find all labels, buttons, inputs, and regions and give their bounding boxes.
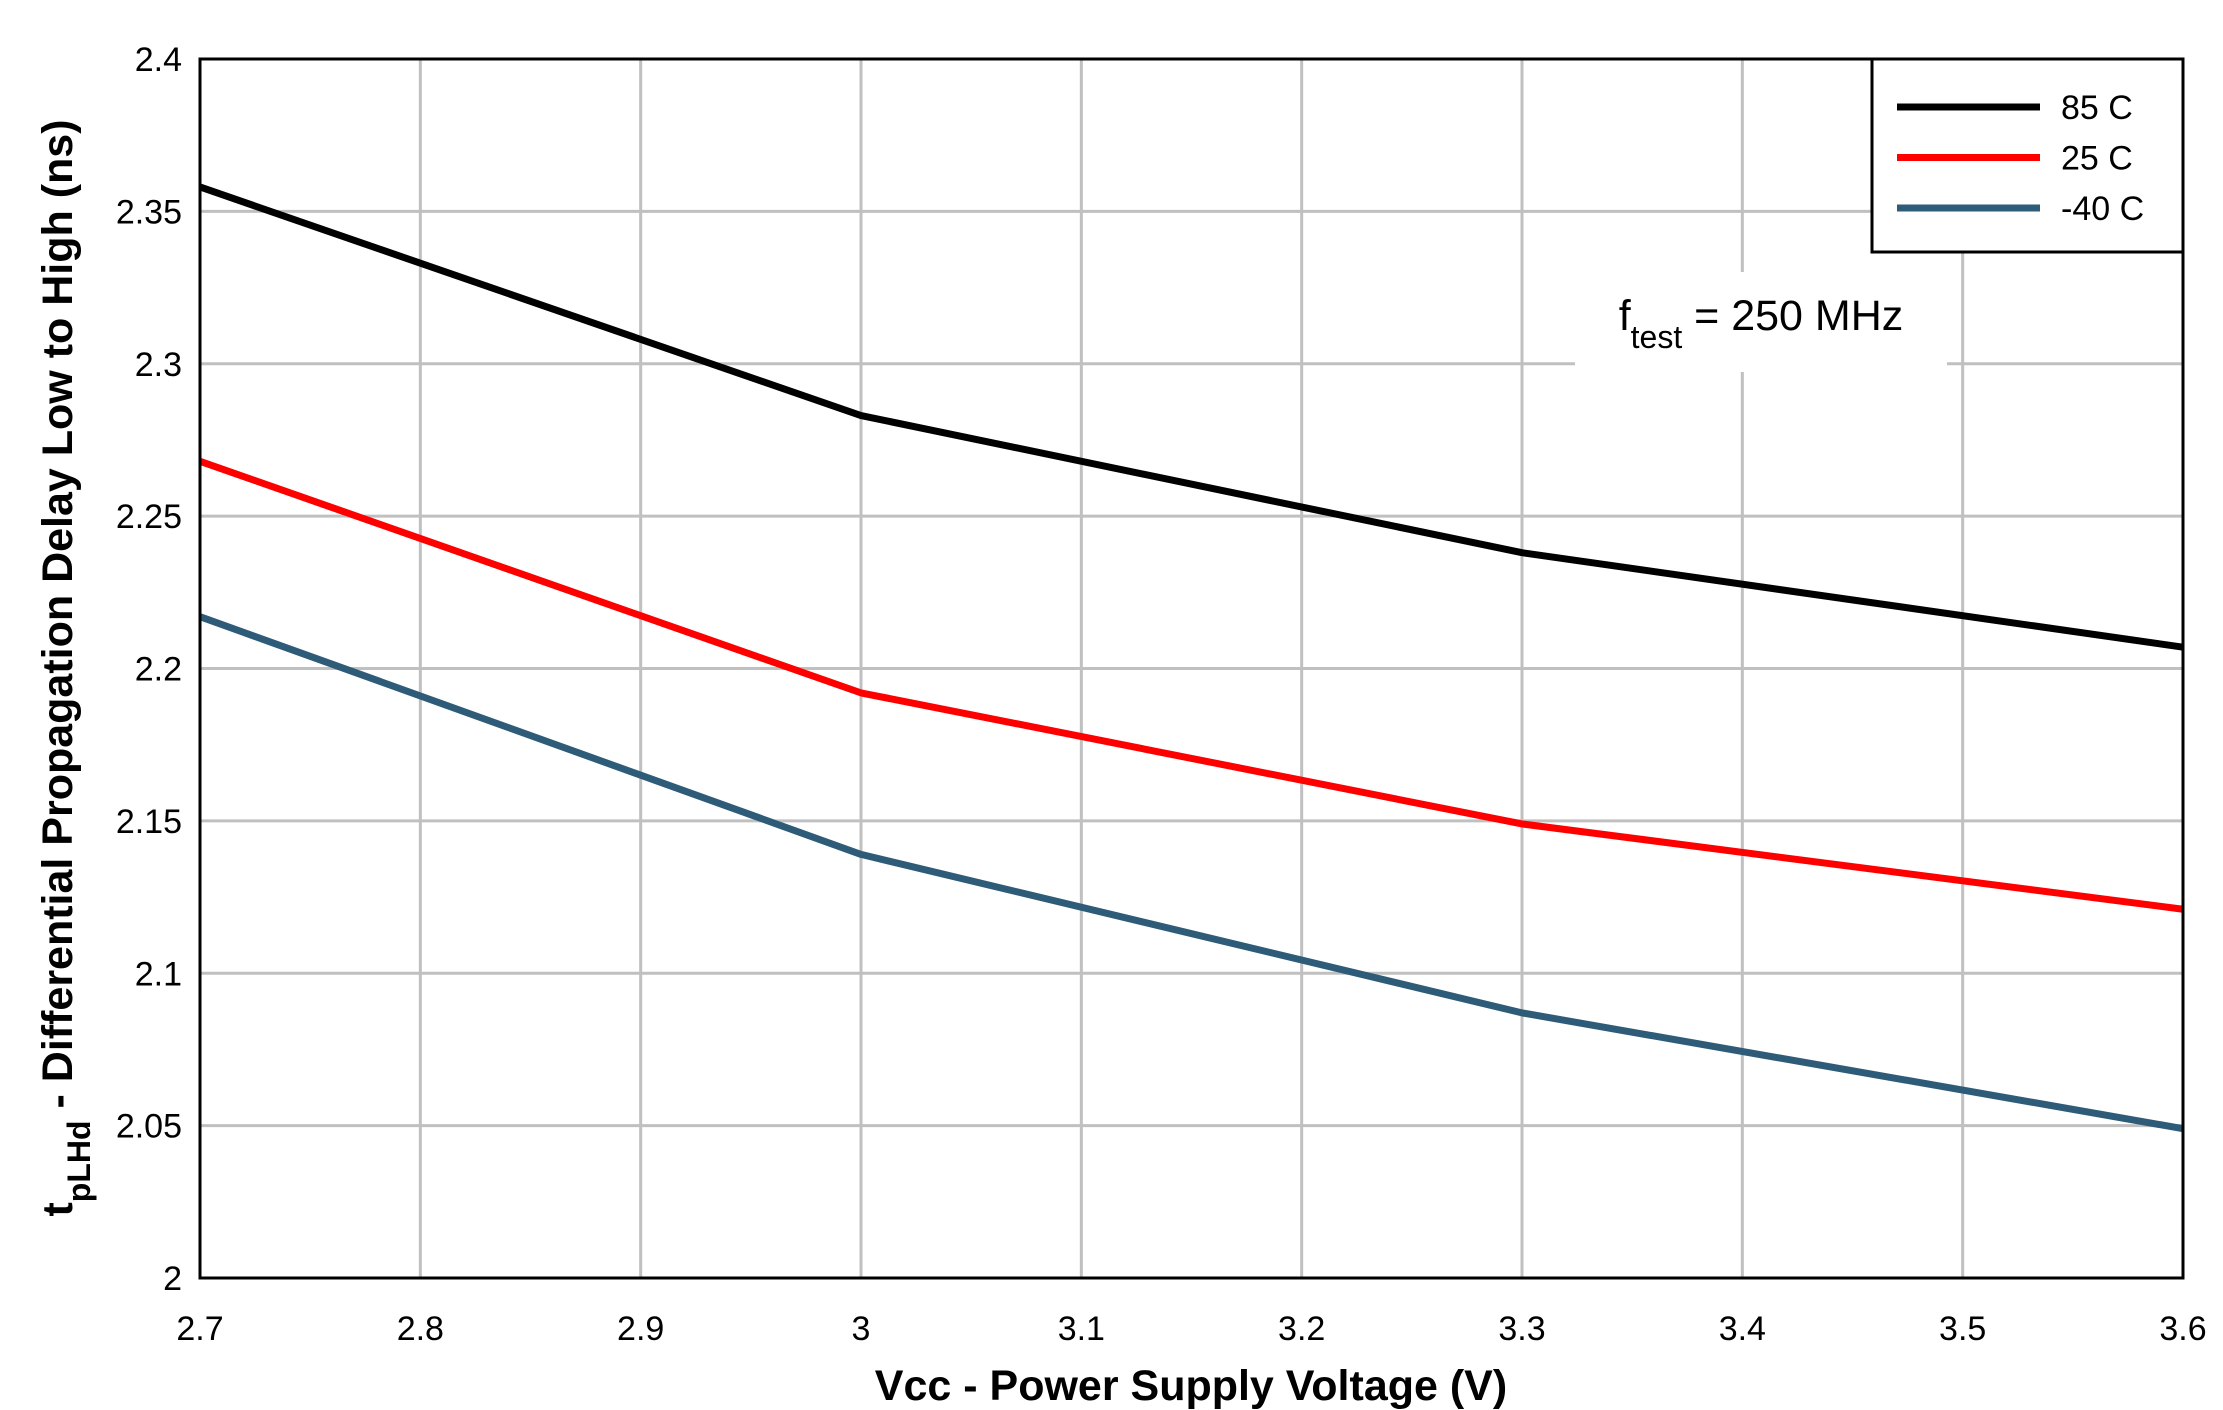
annotation: ftest = 250 MHz: [1619, 292, 1904, 355]
x-tick-label: 3.5: [1939, 1310, 1986, 1348]
annotation-text: = 250 MHz: [1682, 292, 1903, 340]
x-tick-label: 2.9: [617, 1310, 664, 1348]
y-axis-title-text: - Differential Propagation Delay Low to …: [34, 119, 82, 1120]
legend-label: 25 C: [2061, 140, 2133, 178]
x-tick-label: 3.3: [1498, 1310, 1545, 1348]
y-tick-label: 2: [163, 1260, 182, 1298]
y-tick-label: 2.3: [135, 346, 182, 384]
x-tick-label: 3.6: [2159, 1310, 2206, 1348]
annotation-subscript: test: [1631, 319, 1683, 355]
annotation-box: [1575, 272, 1947, 372]
series-line: [198, 457, 2184, 913]
y-tick-label: 2.15: [116, 803, 182, 841]
y-tick-label: 2.4: [135, 41, 182, 79]
y-tick-label: 2.1: [135, 955, 182, 993]
y-tick-label: 2.2: [135, 651, 182, 689]
annotation-base: f: [1619, 292, 1632, 340]
legend: 85 C 25 C -40 C: [1870, 57, 2185, 254]
x-tick-label: 3: [852, 1310, 871, 1348]
x-axis-title: Vcc - Power Supply Voltage (V): [875, 1362, 1507, 1410]
series-line: [198, 183, 2184, 651]
x-tick-label: 3.2: [1278, 1310, 1325, 1348]
x-tick-label: 2.8: [397, 1310, 444, 1348]
y-axis-title-base: t: [34, 1202, 82, 1216]
y-axis-title: tpLHd - Differential Propagation Delay L…: [34, 119, 97, 1216]
y-tick-label: 2.25: [116, 498, 182, 536]
lines: [198, 183, 2184, 1133]
series-line: [198, 613, 2184, 1133]
x-tick-label: 3.4: [1719, 1310, 1766, 1348]
plot-frame: [198, 57, 2185, 1280]
y-tick-label: 2.35: [116, 193, 182, 231]
y-axis-title-subscript: pLHd: [61, 1120, 97, 1202]
x-tick-label: 2.7: [176, 1310, 223, 1348]
legend-label: 85 C: [2061, 89, 2133, 127]
x-tick-label: 3.1: [1058, 1310, 1105, 1348]
y-tick-label: 2.05: [116, 1108, 182, 1146]
legend-label: -40 C: [2061, 190, 2144, 228]
